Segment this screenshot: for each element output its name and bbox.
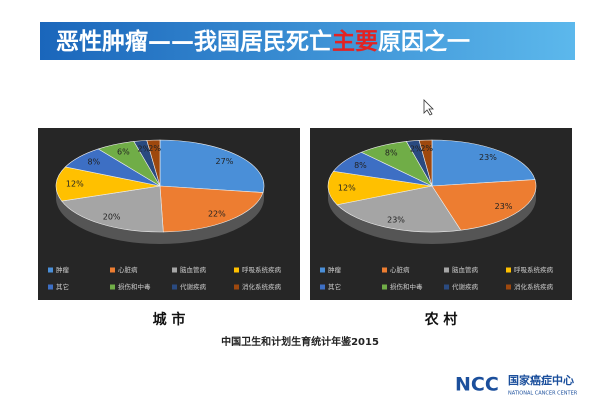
legend-label: 代谢疾病: [180, 282, 207, 291]
pie-slice: [327, 170, 433, 206]
pie-slice: [336, 185, 462, 233]
data-label: 8%: [354, 161, 367, 170]
data-label: 2%: [420, 144, 433, 153]
legend-label: 消化系统疾病: [514, 282, 554, 291]
title-part: 恶性肿瘤——我国居民死亡: [56, 28, 332, 55]
pie-slice: [159, 139, 265, 193]
legend-label: 损伤和中毒: [118, 282, 151, 291]
legend-swatch: [506, 267, 511, 273]
legend-swatch: [110, 267, 115, 273]
legend-swatch: [444, 284, 449, 290]
logo-name: 国家癌症中心: [508, 373, 574, 387]
legend-swatch: [506, 284, 511, 290]
legend-swatch: [172, 267, 177, 273]
title-bar: [40, 22, 575, 60]
data-label: 2%: [148, 144, 161, 153]
pie-slice: [61, 185, 164, 233]
data-label: 2%: [138, 144, 151, 153]
data-label: 6%: [117, 147, 130, 156]
title-highlight: 主要: [332, 29, 378, 55]
legend-swatch: [320, 284, 325, 290]
legend-swatch: [234, 267, 239, 273]
data-label: 12%: [338, 183, 356, 192]
legend-swatch: [320, 267, 325, 273]
legend-label: 呼吸系统疾病: [514, 265, 554, 274]
data-label: 2%: [410, 144, 423, 153]
legend-label: 脑血管病: [452, 265, 479, 274]
pie-slice: [146, 139, 161, 187]
legend-label: 其它: [328, 282, 341, 291]
legend-swatch: [382, 267, 387, 273]
legend-swatch: [110, 284, 115, 290]
legend-swatch: [48, 267, 53, 273]
data-label: 22%: [208, 210, 226, 219]
data-label: 8%: [385, 148, 398, 157]
legend-label: 损伤和中毒: [390, 282, 423, 291]
legend-label: 代谢疾病: [452, 282, 479, 291]
data-label: 8%: [87, 158, 100, 167]
legend-label: 其它: [56, 282, 69, 291]
legend-label: 肿瘤: [328, 265, 342, 274]
title-part: 原因之一: [378, 28, 470, 55]
legend-swatch: [382, 284, 387, 290]
legend-label: 心脏病: [118, 265, 138, 274]
source: 中国卫生和计划生育统计年鉴2015: [221, 335, 379, 348]
cursor: [423, 99, 434, 116]
pie-slice: [159, 185, 264, 233]
legend-label: 心脏病: [390, 265, 410, 274]
pie-slice: [418, 139, 433, 187]
chart-title: 城 市: [153, 311, 186, 328]
data-label: 27%: [216, 157, 234, 166]
legend-label: 脑血管病: [180, 265, 207, 274]
legend-swatch: [234, 284, 239, 290]
legend-swatch: [172, 284, 177, 290]
pie-slice: [55, 166, 161, 202]
slide-title: 恶性肿瘤——我国居民死亡主要原因之一: [56, 28, 470, 55]
data-label: 12%: [66, 180, 84, 189]
data-label: 23%: [387, 216, 405, 225]
logo-mark: NCC: [455, 374, 499, 396]
legend-label: 呼吸系统疾病: [242, 265, 282, 274]
logo-subtitle: NATIONAL CANCER CENTER: [508, 391, 578, 397]
legend-swatch: [48, 284, 53, 290]
legend-label: 肿瘤: [56, 265, 70, 274]
chart-title: 农 村: [424, 311, 458, 328]
data-label: 20%: [103, 213, 121, 222]
pie-slice: [431, 139, 536, 187]
legend-swatch: [444, 267, 449, 273]
data-label: 23%: [495, 202, 513, 211]
data-label: 23%: [479, 153, 497, 162]
pie-slice: [431, 179, 537, 231]
legend-label: 消化系统疾病: [242, 282, 282, 291]
